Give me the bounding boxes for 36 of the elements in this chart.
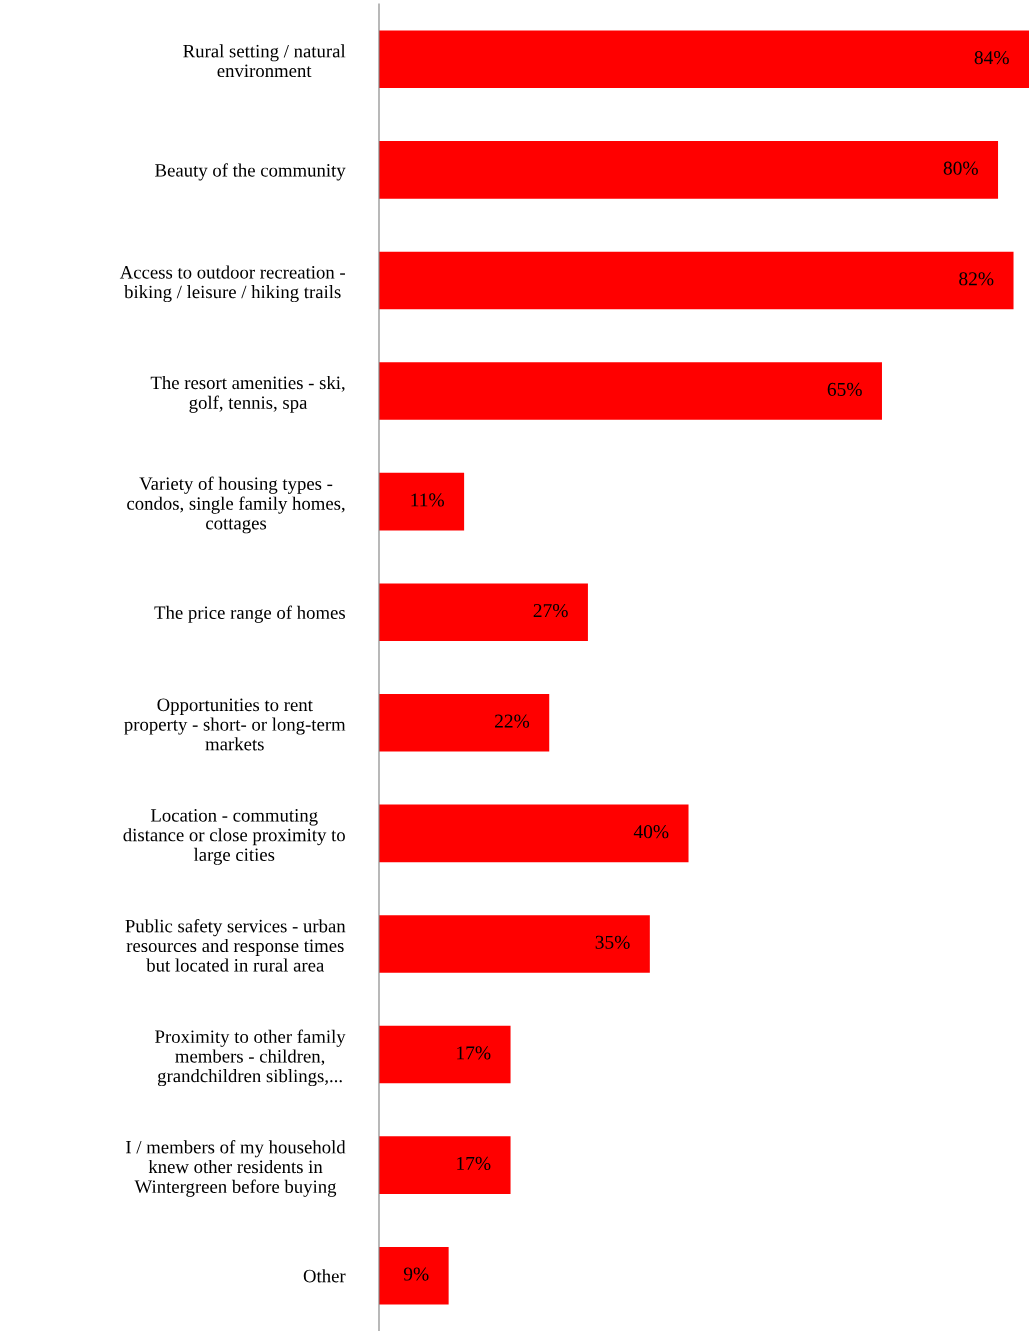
y-tick-label: Proximity to other family members - children, grandchildren siblings,... [155,1029,346,1087]
bar [379,694,550,752]
y-tick-label: The price range of homes [154,605,345,623]
data-label: 65% [827,382,862,396]
bar [379,915,650,973]
y-tick-label: Opportunities to rent property - short- or long-term markets [124,698,346,751]
data-label: 22% [495,714,530,728]
y-tick-label: Other [303,1269,346,1283]
y-tick-label: I / members of my household knew other residents in Wintergreen before buying [126,1140,346,1197]
data-label: 40% [633,825,669,839]
y-tick-label: Location - commuting distance or close proximity to large cities [123,809,345,865]
bar [379,472,465,531]
y-tick-label: Variety of housing types - condos, single family homes, cottages [127,476,345,534]
y-tick-label: Public safety services - urban resources and response times but located in rural area [125,919,346,972]
y-tick-label: Beauty of the community [155,163,346,181]
data-label: 27% [533,603,568,618]
y-tick-label: The resort amenities - ski, golf, tennis, spa [150,375,345,413]
data-label: 17% [457,1046,491,1060]
bar [379,30,1029,89]
bar [379,141,999,199]
data-label: 17% [457,1156,491,1171]
bar [379,1246,449,1305]
bar [379,251,1014,310]
bar [379,804,689,863]
y-tick-label: Rural setting / natural environment [183,44,346,78]
y-tick-label: Access to outdoor recreation - biking / leisure / hiking trails [119,265,345,303]
data-label: 80% [943,161,978,175]
bar [379,1136,511,1194]
data-label: 11% [411,493,445,507]
bar [379,362,882,420]
data-label: 9% [403,1267,429,1281]
data-label: 84% [974,51,1009,65]
bar [379,583,588,641]
data-label: 82% [959,272,994,286]
bar [379,1025,511,1084]
data-label: 35% [595,935,630,949]
